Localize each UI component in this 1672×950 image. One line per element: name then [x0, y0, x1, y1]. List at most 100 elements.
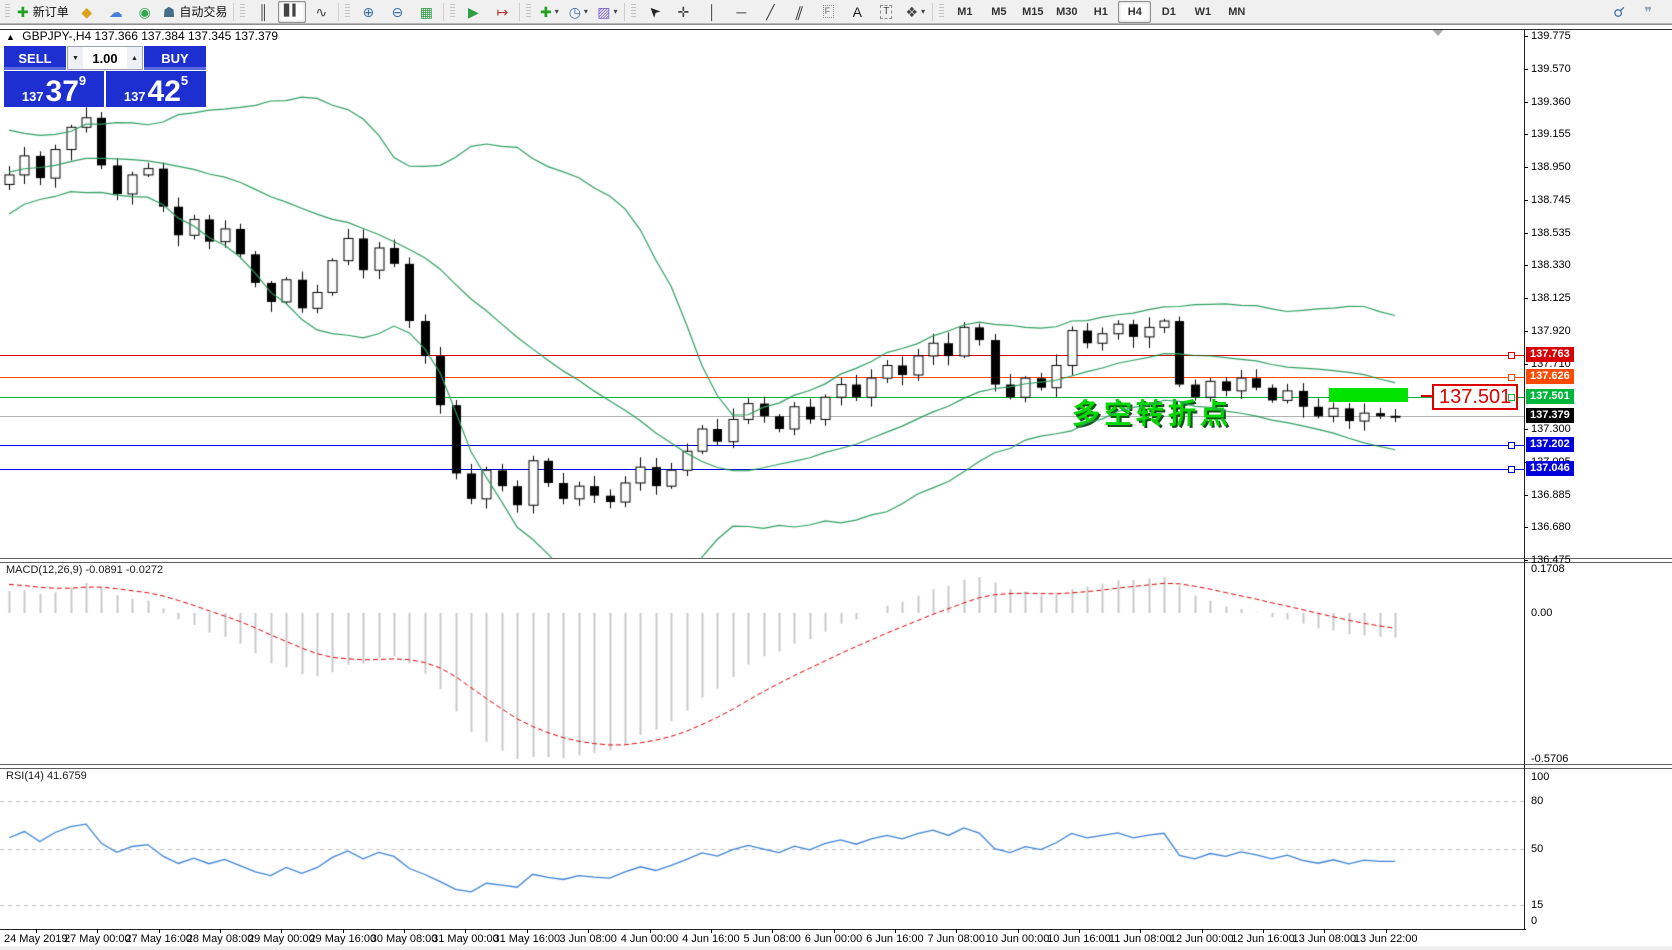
time-axis-label: 30 May 08:00 — [370, 933, 438, 945]
sell-button[interactable]: SELL — [4, 46, 66, 70]
level-line-anchor[interactable] — [1508, 352, 1515, 359]
sell-price-pip: 9 — [78, 73, 87, 88]
symbol-ohlc: 137.366 137.384 137.345 137.379 — [94, 29, 279, 43]
level-line-anchor[interactable] — [1508, 442, 1515, 449]
toolbar-drag-handle[interactable] — [345, 4, 351, 19]
rsi-value: 41.6759 — [46, 770, 87, 782]
time-axis-label: 29 May 16:00 — [309, 933, 377, 945]
arrows-tool-dropdown-icon[interactable]: ▾ — [921, 7, 926, 16]
symbol-search-icon: ⚲ — [1609, 2, 1629, 21]
quote-panel-toggle-icon[interactable]: ▲ — [6, 32, 15, 42]
toolbar-drag-handle[interactable] — [631, 4, 637, 19]
time-axis-line — [0, 929, 1526, 930]
toolbar-drag-handle[interactable] — [5, 4, 10, 19]
text-tool[interactable]: A — [843, 1, 871, 23]
toolbar-group: ⚲ ❞ — [1605, 1, 1662, 23]
fibonacci-tool[interactable]: F — [814, 1, 842, 23]
tf-m1[interactable]: M1 — [948, 1, 981, 23]
time-axis-tick — [588, 929, 590, 933]
toolbar-drag-handle[interactable] — [240, 4, 246, 19]
toolbar-separator — [233, 2, 235, 21]
auto-scroll-button[interactable]: ▶ — [459, 1, 487, 23]
toolbar-drag-handle[interactable] — [450, 4, 456, 19]
tf-mn[interactable]: MN — [1220, 1, 1253, 23]
rsi-pane-separator[interactable] — [0, 764, 1672, 769]
metaeditor-button[interactable]: ◆ — [73, 1, 101, 23]
chart-window-top-border — [0, 24, 1672, 30]
text-label-tool[interactable]: T — [872, 1, 900, 23]
templates-button-dropdown-icon[interactable]: ▾ — [613, 7, 618, 16]
price-axis-tick — [1524, 101, 1528, 103]
tf-m30[interactable]: M30 — [1050, 1, 1083, 23]
tf-m15[interactable]: M15 — [1016, 1, 1049, 23]
time-axis-tick — [956, 929, 958, 933]
sell-price[interactable]: 137 37 9 — [4, 71, 104, 107]
tf-w1[interactable]: W1 — [1186, 1, 1219, 23]
price-axis-tick-label: 137.920 — [1531, 324, 1571, 337]
time-axis-tick — [97, 929, 99, 933]
periods-button[interactable]: ◷ ▾ — [564, 1, 592, 23]
tf-w1-label: W1 — [1194, 5, 1212, 18]
auto-trading-button[interactable]: ☗ 自动交易 — [160, 1, 231, 23]
volume-input[interactable] — [83, 47, 127, 69]
zoom-in-button[interactable]: ⊕ — [354, 1, 382, 23]
price-axis-tick-label: 139.775 — [1531, 30, 1571, 42]
signals-button[interactable]: ◉ — [131, 1, 159, 23]
tf-m5[interactable]: M5 — [982, 1, 1015, 23]
symbol-search-button[interactable]: ⚲ — [1605, 1, 1633, 23]
tf-d1[interactable]: D1 — [1152, 1, 1185, 23]
tile-windows-button[interactable]: ▦ — [412, 1, 440, 23]
volume-increase-button[interactable]: ▲ — [127, 47, 142, 69]
toolbar-drag-handle[interactable] — [526, 4, 532, 19]
periods-icon: ◷ — [568, 3, 581, 20]
price-axis-tick — [1524, 560, 1528, 561]
toolbar-drag-handle[interactable] — [939, 4, 945, 19]
zoom-out-button[interactable]: ⊖ — [383, 1, 411, 23]
toolbar-group: ║ ▋▍ ∿ — [237, 0, 335, 23]
new-order-icon: ✚ — [17, 3, 29, 20]
level-line-anchor[interactable] — [1508, 374, 1515, 381]
chat-button[interactable]: ❞ — [1634, 1, 1662, 23]
new-order-button[interactable]: ✚ 新订单 — [14, 1, 72, 23]
channel-tool[interactable]: ∥ — [785, 1, 813, 23]
cursor-tool[interactable]: ➤ — [640, 1, 668, 23]
chart-line-button[interactable]: ∿ — [307, 1, 335, 23]
mql5-community-button[interactable]: ☁ — [102, 1, 130, 23]
toolbar-group: ✚ 新订单 ◆ ☁ ◉ ☗ 自动交易 — [2, 1, 230, 23]
templates-button[interactable]: ▨ ▾ — [593, 1, 621, 23]
time-axis-tick — [1385, 929, 1387, 933]
macd-pane-separator[interactable] — [0, 558, 1672, 563]
toolbar-group: ⊕ ⊖ ▦ — [342, 1, 440, 23]
macd-axis-label: 0.1708 — [1531, 563, 1565, 575]
buy-price-main: 42 — [147, 74, 181, 108]
chart-shift-button[interactable]: ↦ — [488, 1, 516, 23]
chart-bars-button[interactable]: ║ — [249, 1, 277, 23]
chat-icon: ❞ — [1644, 3, 1652, 20]
buy-button[interactable]: BUY — [144, 46, 206, 70]
rsi-axis-label: 50 — [1531, 843, 1544, 855]
crosshair-tool[interactable]: ✛ — [669, 1, 697, 23]
templates-icon: ▨ — [597, 3, 611, 20]
macd-axis-label: -0.5706 — [1531, 753, 1569, 765]
buy-price[interactable]: 137 42 5 — [106, 71, 206, 107]
tf-h1[interactable]: H1 — [1084, 1, 1117, 23]
price-axis-tick-label: 138.535 — [1531, 226, 1571, 239]
volume-decrease-button[interactable]: ▼ — [68, 47, 83, 69]
indicators-button-dropdown-icon[interactable]: ▾ — [554, 7, 559, 16]
time-axis-tick — [1263, 929, 1264, 933]
chart-candles-button[interactable]: ▋▍ — [278, 0, 307, 23]
chart-shift-marker-icon[interactable] — [1432, 29, 1444, 36]
tf-h4[interactable]: H4 — [1118, 0, 1152, 23]
trendline-tool[interactable]: ╱ — [756, 1, 784, 23]
level-line-anchor[interactable] — [1508, 466, 1515, 473]
arrows-tool[interactable]: ❖ ▾ — [901, 1, 929, 23]
chart-candles-icon: ▋▍ — [283, 5, 301, 17]
time-axis-label: 27 May 00:00 — [64, 933, 131, 945]
horizontal-line-tool[interactable]: ─ — [727, 1, 755, 23]
level-line-anchor[interactable] — [1508, 394, 1515, 401]
vertical-line-tool[interactable]: │ — [698, 1, 726, 23]
periods-button-dropdown-icon[interactable]: ▾ — [583, 7, 588, 16]
indicators-button[interactable]: ✚ ▾ — [535, 1, 563, 23]
price-axis-tick-label: 138.330 — [1531, 259, 1571, 272]
